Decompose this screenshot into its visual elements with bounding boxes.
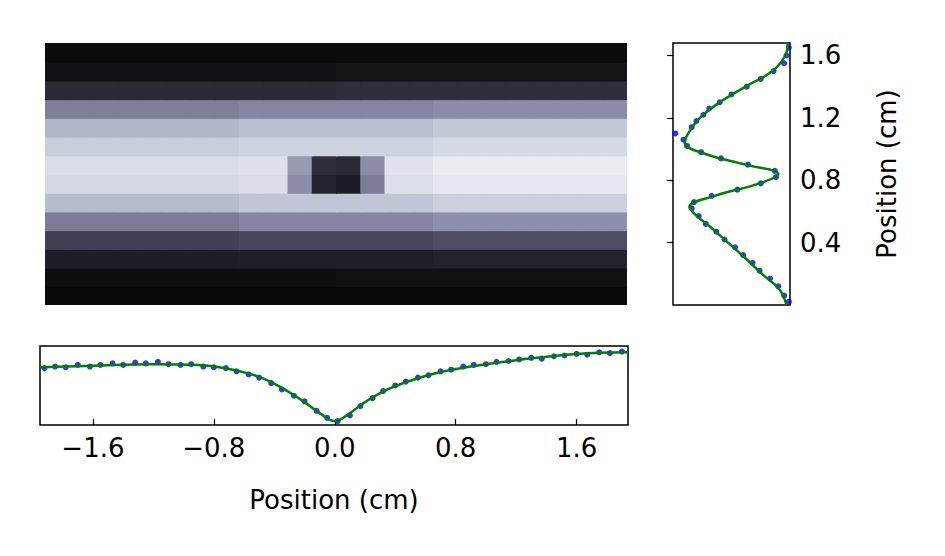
svg-text:0.4: 0.4 xyxy=(800,228,841,258)
svg-text:−1.6: −1.6 xyxy=(61,433,124,463)
svg-text:Position (cm): Position (cm) xyxy=(872,89,902,258)
svg-text:1.2: 1.2 xyxy=(800,103,841,133)
svg-text:0.0: 0.0 xyxy=(314,433,355,463)
svg-text:Position (cm): Position (cm) xyxy=(249,485,418,515)
svg-text:1.6: 1.6 xyxy=(556,433,597,463)
svg-text:−0.8: −0.8 xyxy=(182,433,245,463)
svg-text:0.8: 0.8 xyxy=(800,165,841,195)
svg-text:0.8: 0.8 xyxy=(435,433,476,463)
svg-text:1.6: 1.6 xyxy=(800,40,841,70)
